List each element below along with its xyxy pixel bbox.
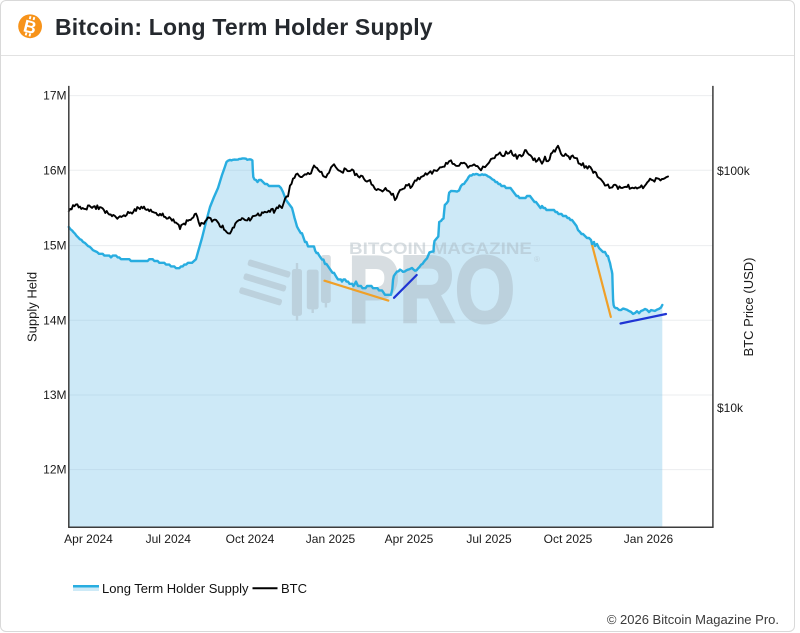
svg-text:®: ® — [534, 255, 540, 264]
svg-text:BITCOIN MAGAZINE: BITCOIN MAGAZINE — [349, 239, 532, 258]
svg-text:13M: 13M — [43, 388, 66, 402]
svg-text:14M: 14M — [43, 313, 66, 327]
svg-text:16M: 16M — [43, 163, 66, 177]
svg-text:Jan 2025: Jan 2025 — [306, 532, 356, 546]
svg-text:Jan 2026: Jan 2026 — [624, 532, 674, 546]
svg-text:17M: 17M — [43, 89, 66, 103]
svg-text:Oct 2024: Oct 2024 — [226, 532, 275, 546]
svg-text:15M: 15M — [43, 239, 66, 253]
svg-text:Jul 2024: Jul 2024 — [146, 532, 192, 546]
svg-text:Oct 2025: Oct 2025 — [544, 532, 593, 546]
svg-text:$100k: $100k — [717, 164, 751, 178]
svg-text:Supply Held: Supply Held — [25, 272, 40, 342]
svg-text:Jul 2025: Jul 2025 — [466, 532, 512, 546]
svg-text:Apr 2024: Apr 2024 — [64, 532, 113, 546]
svg-text:12M: 12M — [43, 463, 66, 477]
svg-text:Apr 2025: Apr 2025 — [385, 532, 434, 546]
svg-text:$10k: $10k — [717, 401, 744, 415]
svg-text:BTC Price (USD): BTC Price (USD) — [741, 258, 756, 357]
svg-text:PRO: PRO — [348, 237, 515, 343]
